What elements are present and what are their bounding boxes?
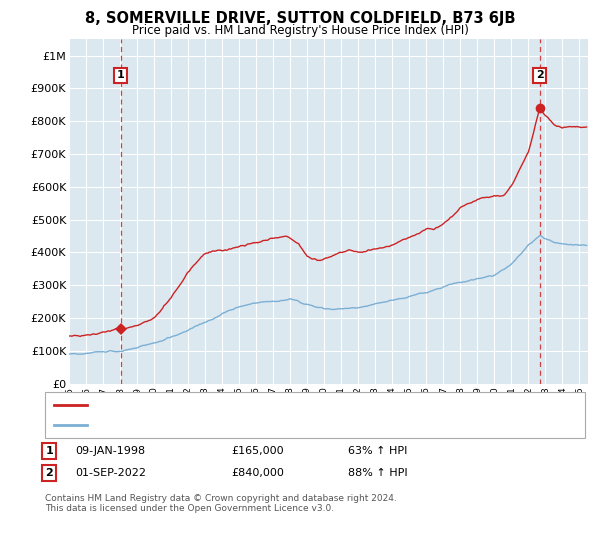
Text: 1: 1 bbox=[46, 446, 53, 456]
Text: 2: 2 bbox=[46, 468, 53, 478]
Text: Price paid vs. HM Land Registry's House Price Index (HPI): Price paid vs. HM Land Registry's House … bbox=[131, 24, 469, 36]
Text: 2: 2 bbox=[536, 71, 544, 81]
Text: £165,000: £165,000 bbox=[231, 446, 284, 456]
Text: 63% ↑ HPI: 63% ↑ HPI bbox=[348, 446, 407, 456]
Text: £840,000: £840,000 bbox=[231, 468, 284, 478]
Text: HPI: Average price, detached house, Birmingham: HPI: Average price, detached house, Birm… bbox=[94, 420, 351, 430]
Text: 8, SOMERVILLE DRIVE, SUTTON COLDFIELD, B73 6JB (detached house): 8, SOMERVILLE DRIVE, SUTTON COLDFIELD, B… bbox=[94, 400, 460, 410]
Text: 01-SEP-2022: 01-SEP-2022 bbox=[75, 468, 146, 478]
Text: Contains HM Land Registry data © Crown copyright and database right 2024.
This d: Contains HM Land Registry data © Crown c… bbox=[45, 494, 397, 514]
Text: 1: 1 bbox=[117, 71, 125, 81]
Text: 09-JAN-1998: 09-JAN-1998 bbox=[75, 446, 145, 456]
Text: 8, SOMERVILLE DRIVE, SUTTON COLDFIELD, B73 6JB: 8, SOMERVILLE DRIVE, SUTTON COLDFIELD, B… bbox=[85, 11, 515, 26]
Text: 88% ↑ HPI: 88% ↑ HPI bbox=[348, 468, 407, 478]
